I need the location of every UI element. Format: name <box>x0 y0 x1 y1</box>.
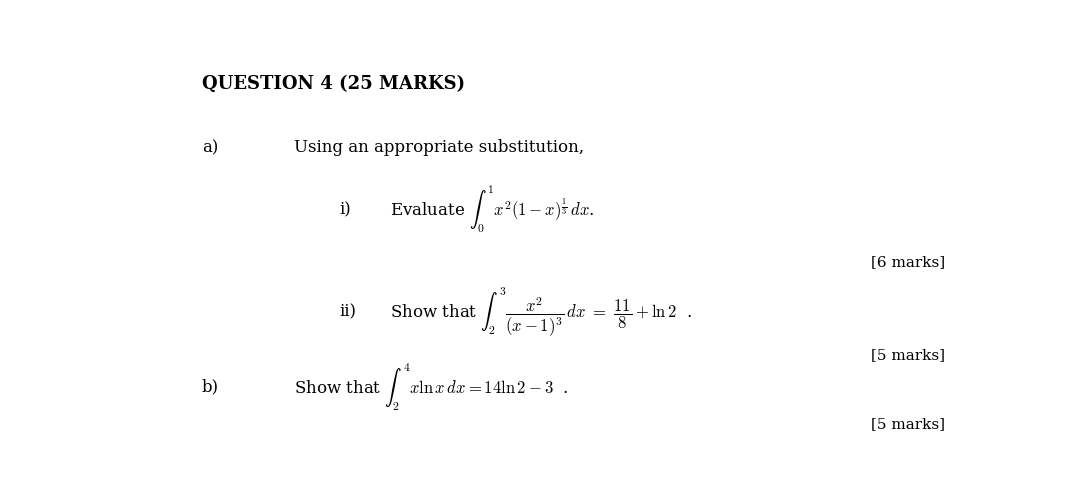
Text: b): b) <box>202 378 219 394</box>
Text: Using an appropriate substitution,: Using an appropriate substitution, <box>293 139 584 156</box>
Text: Evaluate $\int_0^1 x^2(1-x)^{\frac{1}{3}}\,dx$.: Evaluate $\int_0^1 x^2(1-x)^{\frac{1}{3}… <box>390 183 595 235</box>
Text: QUESTION 4 (25 MARKS): QUESTION 4 (25 MARKS) <box>202 75 465 93</box>
Text: a): a) <box>202 139 218 156</box>
Text: [5 marks]: [5 marks] <box>871 416 945 430</box>
Text: i): i) <box>340 200 352 217</box>
Text: [5 marks]: [5 marks] <box>871 348 945 362</box>
Text: [6 marks]: [6 marks] <box>871 254 945 268</box>
Text: Show that $\int_2^4 x\ln x\, dx = 14\ln 2 - 3$  .: Show that $\int_2^4 x\ln x\, dx = 14\ln … <box>293 361 569 412</box>
Text: ii): ii) <box>340 303 357 320</box>
Text: Show that $\int_2^3 \dfrac{x^2}{(x-1)^3}\, dx \ = \ \dfrac{11}{8} + \ln 2$  .: Show that $\int_2^3 \dfrac{x^2}{(x-1)^3}… <box>390 285 692 338</box>
